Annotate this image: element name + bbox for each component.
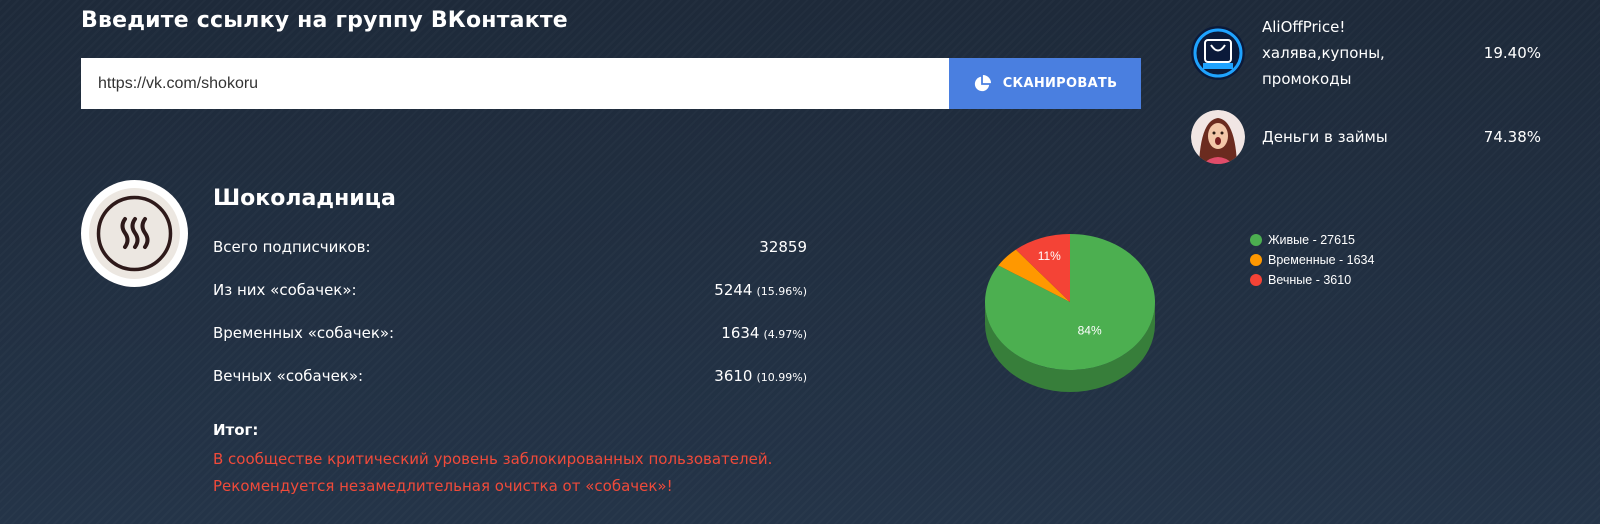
stat-percent: (15.96%) xyxy=(756,285,807,298)
stat-value: 32859 xyxy=(759,238,807,256)
legend-item[interactable]: Живые - 27615 xyxy=(1250,230,1374,250)
result-line: В сообществе критический уровень заблоки… xyxy=(213,450,773,468)
legend-label: Вечные - 3610 xyxy=(1268,273,1352,287)
stat-label: Временных «собачек»: xyxy=(213,324,395,342)
pie-label-0: 84% xyxy=(1078,324,1102,338)
legend-dot-icon xyxy=(1250,274,1262,286)
stat-label: Из них «собачек»: xyxy=(213,281,357,299)
ad-item-loans[interactable]: Деньги в займы 74.38% xyxy=(1191,110,1541,164)
stats-list: Всего подписчиков: 32859 Из них «собачек… xyxy=(213,238,807,410)
woman-photo-icon xyxy=(1191,110,1245,164)
pie-slice-1 xyxy=(998,249,1070,302)
legend-dot-icon xyxy=(1250,254,1262,266)
chart-legend: Живые - 27615 Временные - 1634 Вечные - 36… xyxy=(1250,230,1374,290)
legend-dot-icon xyxy=(1250,234,1262,246)
pie-side xyxy=(985,302,1155,392)
legend-label: Живые - 27615 xyxy=(1268,233,1355,247)
stat-row-total: Всего подписчиков: 32859 xyxy=(213,238,807,281)
legend-item[interactable]: Временные - 1634 xyxy=(1250,250,1374,270)
stat-row-temporary: Временных «собачек»: 1634 (4.97%) xyxy=(213,324,807,367)
stat-row-dogs: Из них «собачек»: 5244 (15.96%) xyxy=(213,281,807,324)
stat-percent: (10.99%) xyxy=(756,371,807,384)
scan-button[interactable]: СКАНИРОВАТЬ xyxy=(949,58,1141,109)
steam-waves-logo-icon xyxy=(89,188,180,279)
result-label: Итог: xyxy=(213,421,259,439)
pie-chart-icon xyxy=(974,74,991,91)
ad-percent: 74.38% xyxy=(1483,128,1541,146)
group-url-input[interactable] xyxy=(81,58,949,109)
stat-row-eternal: Вечных «собачек»: 3610 (10.99%) xyxy=(213,367,807,410)
stat-label: Всего подписчиков: xyxy=(213,238,371,256)
aliexpress-logo-icon xyxy=(1191,26,1245,80)
stat-value: 3610 xyxy=(714,367,753,385)
subscribers-pie-chart: 84% 11% xyxy=(985,234,1155,392)
ad-title: Деньги в займы xyxy=(1262,128,1388,146)
ad-title: AliOffPrice! халява,купоны, промокоды xyxy=(1262,18,1385,88)
stat-value: 1634 xyxy=(721,324,760,342)
search-form: СКАНИРОВАТЬ xyxy=(81,58,1141,109)
scan-button-label: СКАНИРОВАТЬ xyxy=(1002,76,1118,91)
page-title: Введите ссылку на группу ВКонтакте xyxy=(81,8,568,33)
group-avatar xyxy=(81,180,188,287)
group-name: Шоколадница xyxy=(213,186,396,211)
result-line: Рекомендуется незамедлительная очистка о… xyxy=(213,477,673,495)
result-text: В сообществе критический уровень заблоки… xyxy=(213,446,772,500)
stat-label: Вечных «собачек»: xyxy=(213,367,364,385)
legend-item[interactable]: Вечные - 3610 xyxy=(1250,270,1374,290)
ad-percent: 19.40% xyxy=(1483,44,1541,62)
pie-label-2: 11% xyxy=(1038,249,1061,263)
stat-percent: (4.97%) xyxy=(763,328,807,341)
ad-item-aliexpress[interactable]: AliOffPrice! халява,купоны, промокоды 19… xyxy=(1191,14,1541,92)
legend-label: Временные - 1634 xyxy=(1268,253,1375,267)
pie-slice-2 xyxy=(1015,234,1070,302)
stat-value: 5244 xyxy=(714,281,753,299)
